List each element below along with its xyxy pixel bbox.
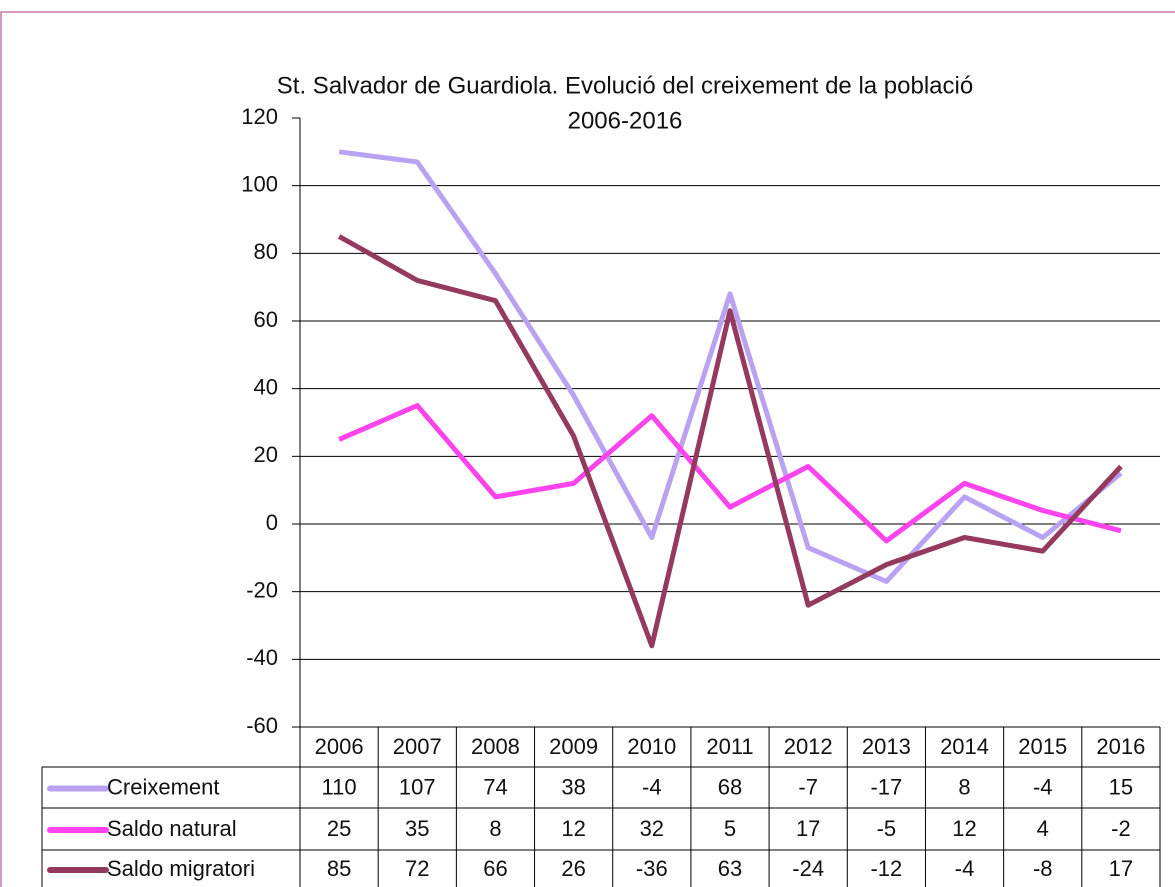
table-value: -4 [955,856,975,881]
x-tick-label: 2013 [862,734,911,759]
table-value: 110 [322,774,357,799]
y-tick-label: 60 [254,307,278,332]
table-value: 8 [489,816,501,841]
x-tick-label: 2007 [393,734,442,759]
table-value: 85 [327,856,351,881]
chart-title: St. Salvador de Guardiola. Evolució del … [277,72,973,99]
table-value: -24 [792,856,824,881]
table-value: 68 [718,774,742,799]
x-tick-label: 2012 [784,734,833,759]
table-value: 72 [405,856,429,881]
table-value: -36 [636,856,668,881]
y-tick-label: 0 [266,510,278,535]
table-value: 66 [483,856,507,881]
table-value: 5 [724,816,736,841]
x-tick-label: 2008 [471,734,520,759]
series-line [338,149,1123,584]
y-tick-label: 120 [241,104,278,129]
table-value: 12 [561,816,585,841]
table-value: -4 [1033,774,1053,799]
table-value: 38 [561,774,585,799]
table-value: 32 [640,816,664,841]
table-value: 35 [405,816,429,841]
table-value: -8 [1033,856,1053,881]
table-value: 26 [561,856,585,881]
series-line [337,234,1123,649]
y-tick-label: -20 [246,577,278,602]
table-value: 107 [399,774,436,799]
legend-label: Saldo migratori [107,856,255,881]
table-value: 17 [1109,856,1133,881]
x-tick-label: 2010 [627,734,676,759]
table-value: -5 [877,816,897,841]
table-value: -17 [870,774,902,799]
table-value: -12 [870,856,902,881]
x-tick-label: 2011 [706,734,753,759]
table-value: 63 [718,856,742,881]
table-value: 12 [952,816,976,841]
table-value: 8 [958,774,970,799]
y-tick-label: -60 [246,713,278,738]
y-tick-label: -40 [246,645,278,670]
x-tick-label: 2015 [1018,734,1067,759]
table-value: -7 [798,774,818,799]
y-tick-label: 20 [254,442,278,467]
legend-label: Saldo natural [107,816,237,841]
y-tick-label: 40 [254,374,278,399]
y-tick-label: 80 [254,239,278,264]
table-value: 4 [1037,816,1049,841]
table-value: 74 [483,774,507,799]
frame [0,11,1175,887]
table-value: -4 [642,774,662,799]
table-value: 17 [796,816,820,841]
table-value: -2 [1111,816,1131,841]
chart-subtitle: 2006-2016 [568,107,683,134]
y-tick-label: 100 [241,171,278,196]
x-tick-label: 2016 [1096,734,1145,759]
series-line [338,403,1122,544]
x-tick-label: 2009 [549,734,598,759]
x-tick-label: 2014 [940,734,989,759]
legend-label: Creixement [107,774,219,799]
table-value: 15 [1109,774,1133,799]
table-value: 25 [327,816,351,841]
x-tick-label: 2006 [315,734,364,759]
